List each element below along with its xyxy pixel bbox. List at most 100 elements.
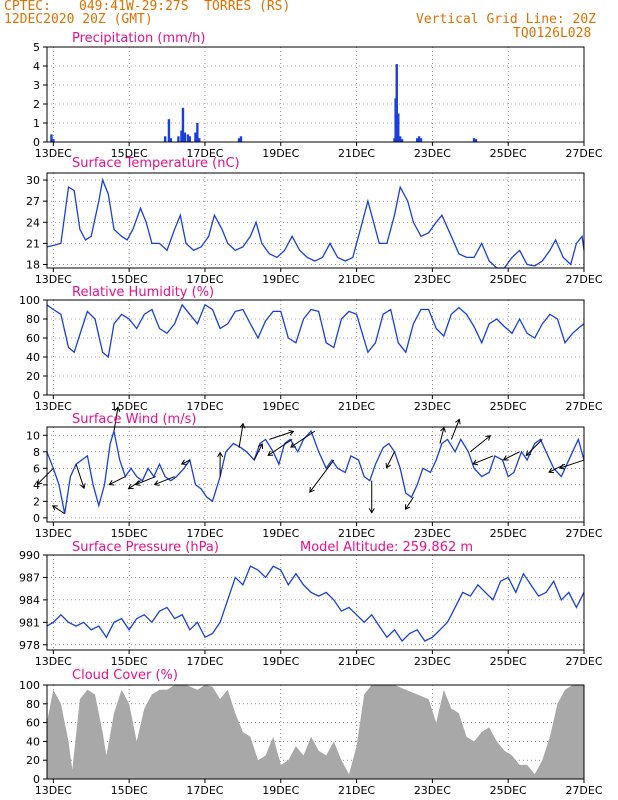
x-tick-label: 27DEC <box>565 655 602 668</box>
y-tick-label: 4 <box>33 60 40 73</box>
wind-arrowhead <box>134 480 141 486</box>
header-location: 049:41W-29:27S TORRES (RS) <box>79 0 291 14</box>
wind-arrowhead <box>36 479 43 485</box>
wind-arrowhead <box>559 463 565 470</box>
wind-vector <box>238 423 244 448</box>
precip-bar <box>50 134 53 142</box>
precip-bar <box>183 132 187 142</box>
y-tick-label: 60 <box>26 717 40 730</box>
x-tick-label: 15DEC <box>111 784 148 797</box>
wind-arrowhead <box>502 455 509 461</box>
wind-arrowhead <box>257 443 264 450</box>
y-tick-label: 80 <box>26 698 40 711</box>
wind-vector <box>450 419 460 440</box>
wind-vector <box>154 476 175 486</box>
x-tick-label: 13DEC <box>35 147 72 160</box>
panel-title: Surface Wind (m/s) <box>72 412 196 427</box>
y-tick-label: 2 <box>33 98 40 111</box>
wind-vector <box>269 430 294 440</box>
x-tick-label: 21DEC <box>338 527 375 540</box>
panel-4: 978 981 984 987 990 13DEC 15DEC 17DEC 19DEC 21DEC… <box>19 540 603 668</box>
panel-3: 0 2 4 6 8 10 13DEC 15DEC 17DEC 19DEC 21DEC 23DEC 25D… <box>26 406 603 540</box>
panel-5: 0 20 40 60 80 100 13DEC 15DEC 17DEC 19DEC 21DEC 23D… <box>19 668 603 797</box>
y-tick-label: 1 <box>33 117 40 130</box>
wind-vector <box>525 439 543 456</box>
precip-bar <box>169 138 173 142</box>
x-tick-label: 19DEC <box>262 784 299 797</box>
series-line <box>46 303 585 359</box>
wind-arrowhead <box>267 450 274 456</box>
wind-vector <box>386 451 395 469</box>
precip-bar <box>198 138 201 142</box>
x-tick-label: 25DEC <box>490 400 527 413</box>
x-tick-label: 27DEC <box>565 527 602 540</box>
x-tick-label: 23DEC <box>414 273 451 286</box>
header-source: CPTEC: <box>4 0 51 14</box>
x-tick-label: 19DEC <box>262 273 299 286</box>
x-tick-label: 13DEC <box>35 527 72 540</box>
x-tick-label: 25DEC <box>490 273 527 286</box>
x-tick-label: 13DEC <box>35 273 72 286</box>
series-line <box>46 177 585 269</box>
x-tick-label: 15DEC <box>111 147 148 160</box>
y-tick-label: 0 <box>33 389 40 402</box>
x-tick-label: 13DEC <box>35 655 72 668</box>
x-tick-label: 19DEC <box>262 400 299 413</box>
x-tick-label: 19DEC <box>262 147 299 160</box>
wind-vector <box>267 438 293 456</box>
panel-2: 0 20 40 60 80 100 13DEC 15DEC 17DEC 19DEC 21DEC 23D… <box>19 285 603 413</box>
y-tick-label: 21 <box>26 237 40 250</box>
y-tick-label: 4 <box>33 479 40 492</box>
y-tick-label: 30 <box>26 174 40 187</box>
wind-arrowhead <box>127 483 134 490</box>
wind-arrowhead <box>290 442 296 448</box>
x-tick-label: 27DEC <box>565 400 602 413</box>
x-tick-label: 21DEC <box>338 273 375 286</box>
wind-arrowhead <box>288 429 295 436</box>
panel-title: Relative Humidity (%) <box>72 285 214 300</box>
x-tick-label: 13DEC <box>35 400 72 413</box>
panel-frame <box>46 554 585 651</box>
panel-frame <box>46 172 585 269</box>
precip-bar <box>196 123 199 142</box>
wind-vector <box>309 459 335 493</box>
panel-frame <box>46 684 585 780</box>
panel-title: Surface Pressure (hPa) <box>72 540 219 555</box>
x-tick-label: 23DEC <box>414 784 451 797</box>
x-tick-label: 23DEC <box>414 400 451 413</box>
y-tick-label: 0 <box>33 512 40 525</box>
wind-vector <box>36 467 54 485</box>
wind-arrowhead <box>385 462 391 469</box>
x-tick-label: 19DEC <box>262 655 299 668</box>
wind-vector <box>52 505 65 515</box>
wind-arrowhead <box>51 505 58 511</box>
precip-bar <box>417 136 421 142</box>
wind-arrowhead <box>368 508 375 514</box>
x-tick-label: 25DEC <box>490 147 527 160</box>
wind-arrowhead <box>548 467 555 474</box>
header-run-time: 12DEC2020 20Z (GMT) <box>4 12 153 27</box>
wind-arrowhead <box>114 406 121 412</box>
panel-frame <box>46 426 585 523</box>
precip-bar <box>181 107 185 142</box>
x-tick-label: 15DEC <box>111 273 148 286</box>
x-tick-label: 17DEC <box>186 400 223 413</box>
precip-bar <box>472 138 476 142</box>
precip-bar <box>395 64 398 142</box>
x-tick-label: 17DEC <box>186 784 223 797</box>
y-tick-label: 100 <box>19 294 40 307</box>
y-tick-label: 3 <box>33 79 40 92</box>
wind-vector <box>290 430 316 448</box>
precip-bar <box>239 136 243 142</box>
x-tick-label: 17DEC <box>186 655 223 668</box>
wind-arrowhead <box>217 451 224 458</box>
panel-frame <box>46 46 585 143</box>
y-tick-label: 20 <box>26 754 40 767</box>
x-tick-label: 21DEC <box>338 655 375 668</box>
panel-title: Surface Temperature (nC) <box>72 156 240 171</box>
precip-bar <box>163 136 167 142</box>
y-tick-label: 981 <box>19 616 40 629</box>
precip-bar <box>188 136 191 142</box>
precip-bar <box>177 136 180 142</box>
wind-vector <box>109 476 126 486</box>
